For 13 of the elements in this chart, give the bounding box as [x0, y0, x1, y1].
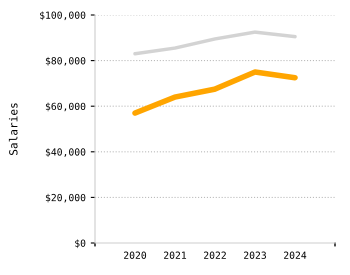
line-series: [133, 30, 297, 56]
y-tick-label: $20,000: [46, 194, 86, 203]
y-axis-title: Salaries: [8, 103, 18, 156]
y-tick-label: $40,000: [46, 148, 86, 157]
y-tick-label: $100,000: [40, 11, 86, 20]
x-tick-label: 2022: [204, 252, 226, 259]
x-tick-label: 2021: [164, 252, 186, 259]
x-tick-label: 2020: [124, 252, 146, 259]
y-tick-label: $80,000: [46, 56, 86, 66]
x-tick-label: 2024: [284, 252, 306, 259]
y-tick-label: $60,000: [46, 102, 86, 112]
x-tick-label: 2023: [244, 252, 266, 259]
y-tick-label: $0: [75, 239, 86, 248]
